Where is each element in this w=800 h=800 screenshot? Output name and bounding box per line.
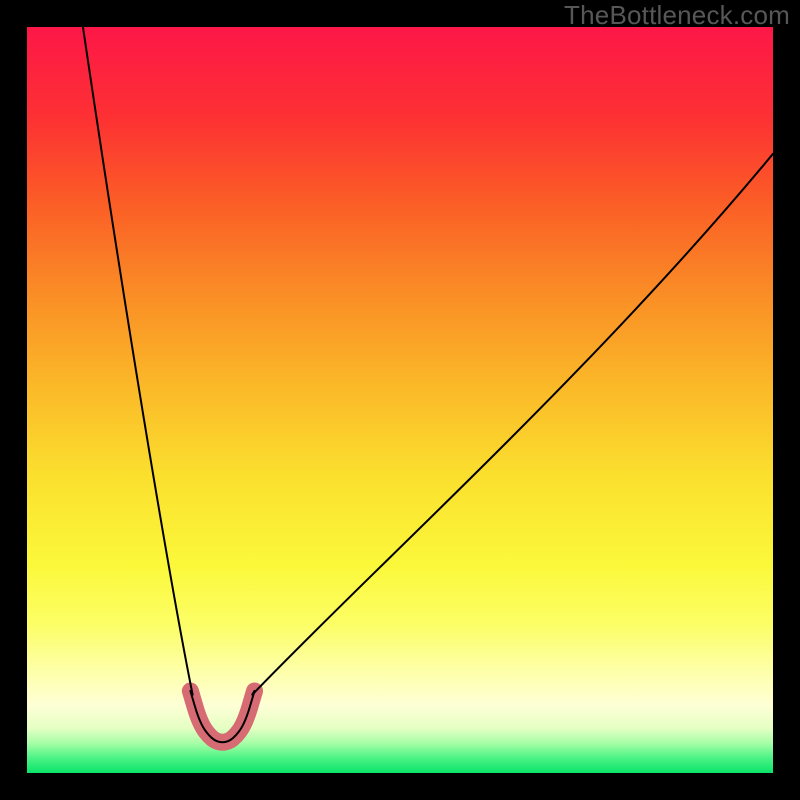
chart-stage: TheBottleneck.com — [0, 0, 800, 800]
watermark-text: TheBottleneck.com — [564, 0, 790, 31]
plot-area — [27, 27, 773, 773]
bottom-highlight-band — [190, 691, 254, 742]
curve-layer — [27, 27, 773, 773]
bottleneck-curve — [83, 27, 773, 742]
